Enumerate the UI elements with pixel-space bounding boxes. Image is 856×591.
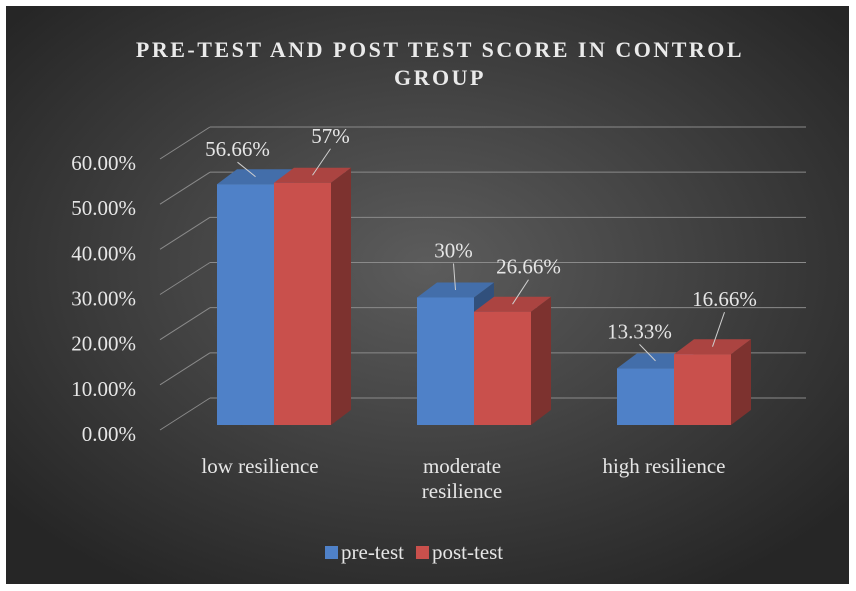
- bar-front: [474, 311, 531, 425]
- grid-line: [159, 171, 211, 205]
- x-tick-label: low resilience: [201, 454, 319, 478]
- y-tick-label: 30.00%: [71, 287, 136, 311]
- x-tick-label: high resilience: [602, 454, 726, 478]
- data-label: 13.33%: [607, 319, 672, 343]
- bar-front: [274, 182, 331, 425]
- bar-side: [531, 296, 551, 425]
- data-label: 16.66%: [692, 287, 757, 311]
- data-label: 26.66%: [496, 255, 561, 279]
- bar-side: [731, 339, 751, 425]
- grid-line: [159, 307, 211, 341]
- leader-line: [712, 312, 725, 347]
- bar: [474, 296, 551, 425]
- data-label: 56.66%: [205, 137, 270, 161]
- x-tick-label: moderate resilience: [421, 454, 503, 503]
- legend-label: pre-test: [341, 540, 404, 564]
- bar-front: [217, 184, 274, 425]
- chart-title: PRE-TEST AND POST TEST SCORE IN CONTROL …: [135, 37, 745, 90]
- grid-line: [159, 126, 211, 160]
- legend-swatch: [415, 546, 429, 559]
- y-tick-label: 60.00%: [71, 151, 136, 175]
- y-tick-label: 10.00%: [71, 377, 136, 401]
- data-label: 30%: [434, 239, 473, 263]
- bar-front: [417, 297, 474, 425]
- grid-line: [159, 216, 211, 250]
- leader-line: [512, 279, 529, 305]
- bar-side: [331, 167, 351, 425]
- grid-line: [159, 397, 211, 431]
- leader-line: [453, 263, 456, 291]
- y-tick-label: 20.00%: [71, 332, 136, 356]
- leader-line: [312, 148, 331, 176]
- bar: [274, 167, 351, 425]
- bar-front: [617, 368, 674, 425]
- data-label: 57%: [311, 124, 350, 148]
- bar: [674, 339, 751, 425]
- grid-line: [159, 352, 211, 386]
- legend-label: post-test: [432, 540, 503, 564]
- legend-swatch: [325, 546, 338, 559]
- leader-line: [639, 343, 656, 362]
- y-tick-label: 0.00%: [82, 422, 136, 446]
- y-tick-label: 40.00%: [71, 241, 136, 265]
- y-tick-label: 50.00%: [71, 196, 136, 220]
- leader-line: [237, 161, 256, 178]
- bar-front: [674, 354, 731, 425]
- grid-line: [159, 262, 211, 295]
